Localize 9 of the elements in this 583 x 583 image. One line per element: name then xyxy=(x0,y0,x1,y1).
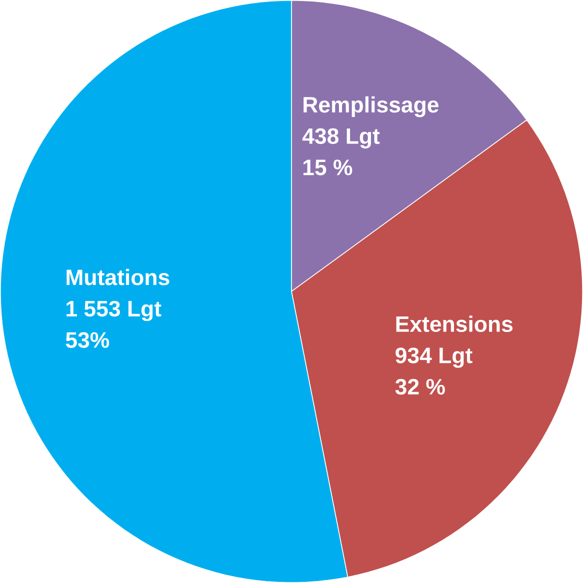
data-label: 934 Lgt xyxy=(396,348,472,368)
text: 15 % xyxy=(304,160,352,176)
data-label: 1 553 Lgt xyxy=(66,300,162,322)
text: 53% xyxy=(66,332,110,348)
slice-label: Mutations xyxy=(66,268,170,286)
data-label: 438 Lgt xyxy=(302,128,380,148)
text: 32 % xyxy=(395,378,445,395)
slice-label: Extensions xyxy=(396,316,513,332)
slice-label: Remplissage xyxy=(304,96,438,118)
